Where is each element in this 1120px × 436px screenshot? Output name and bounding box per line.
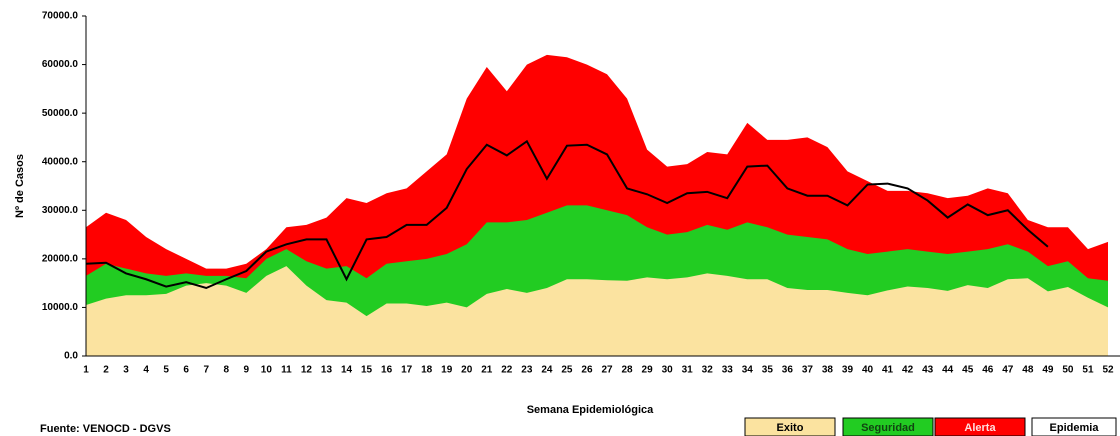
x-tick-label: 9	[244, 365, 250, 376]
x-tick-label: 52	[1102, 365, 1114, 376]
x-tick-label: 31	[682, 365, 694, 376]
x-tick-label: 44	[942, 365, 954, 376]
x-tick-label: 18	[421, 365, 433, 376]
x-tick-label: 13	[321, 365, 333, 376]
x-tick-label: 29	[642, 365, 654, 376]
legend-label: Exito	[777, 422, 804, 434]
x-tick-label: 38	[822, 365, 834, 376]
y-tick-label: 0.0	[64, 351, 78, 362]
x-tick-label: 33	[722, 365, 734, 376]
x-tick-label: 7	[203, 365, 209, 376]
x-tick-label: 48	[1022, 365, 1034, 376]
x-tick-label: 36	[782, 365, 794, 376]
x-tick-label: 46	[982, 365, 994, 376]
x-tick-label: 8	[223, 365, 229, 376]
x-tick-label: 43	[922, 365, 934, 376]
x-tick-label: 1	[83, 365, 89, 376]
x-tick-label: 26	[581, 365, 593, 376]
x-tick-label: 2	[103, 365, 109, 376]
x-tick-label: 49	[1042, 365, 1054, 376]
x-tick-label: 21	[481, 365, 493, 376]
y-axis-label: Nº de Casos	[14, 154, 26, 218]
x-tick-label: 19	[441, 365, 453, 376]
x-tick-label: 15	[361, 365, 373, 376]
x-tick-label: 40	[862, 365, 874, 376]
legend-label: Epidemia	[1050, 422, 1100, 434]
legend-swatch	[744, 417, 836, 436]
y-tick-label: 60000.0	[42, 59, 79, 70]
legend-swatch	[934, 417, 1026, 436]
x-tick-label: 47	[1002, 365, 1014, 376]
x-tick-label: 24	[541, 365, 553, 376]
y-tick-label: 50000.0	[42, 108, 79, 119]
y-tick-label: 40000.0	[42, 156, 79, 167]
x-tick-label: 5	[163, 365, 169, 376]
x-tick-label: 12	[301, 365, 313, 376]
y-tick-label: 20000.0	[42, 253, 79, 264]
x-tick-label: 50	[1062, 365, 1074, 376]
x-tick-label: 35	[762, 365, 774, 376]
x-axis-label: Semana Epidemiológica	[527, 404, 654, 416]
x-tick-label: 25	[561, 365, 573, 376]
x-tick-label: 3	[123, 365, 129, 376]
y-tick-label: 30000.0	[42, 205, 79, 216]
x-tick-label: 28	[621, 365, 633, 376]
x-tick-label: 20	[461, 365, 473, 376]
x-tick-label: 39	[842, 365, 854, 376]
x-tick-label: 4	[143, 365, 149, 376]
y-tick-label: 70000.0	[42, 11, 79, 22]
x-tick-label: 23	[521, 365, 533, 376]
legend-swatch	[842, 417, 934, 436]
x-tick-label: 30	[662, 365, 674, 376]
x-tick-label: 51	[1082, 365, 1094, 376]
source: Fuente: VENOCD - DGVS	[40, 423, 171, 435]
line	[85, 139, 1049, 290]
x-tick-label: 32	[702, 365, 714, 376]
legend-swatch	[1031, 417, 1117, 436]
x-tick-label: 16	[381, 365, 393, 376]
legend-label: Alerta	[964, 422, 996, 434]
area	[86, 266, 1108, 356]
x-tick-label: 37	[802, 365, 814, 376]
x-tick-label: 45	[962, 365, 974, 376]
x-tick-label: 41	[882, 365, 894, 376]
x-tick-label: 11	[281, 365, 292, 376]
x-tick-label: 22	[501, 365, 513, 376]
x-tick-label: 34	[742, 365, 754, 376]
x-tick-label: 27	[601, 365, 613, 376]
x-tick-label: 6	[183, 365, 189, 376]
legend-label: Seguridad	[861, 422, 915, 434]
x-tick-label: 17	[401, 365, 413, 376]
y-tick-label: 10000.0	[42, 302, 79, 313]
x-tick-label: 14	[341, 365, 353, 376]
x-tick-label: 42	[902, 365, 914, 376]
x-tick-label: 10	[261, 365, 273, 376]
